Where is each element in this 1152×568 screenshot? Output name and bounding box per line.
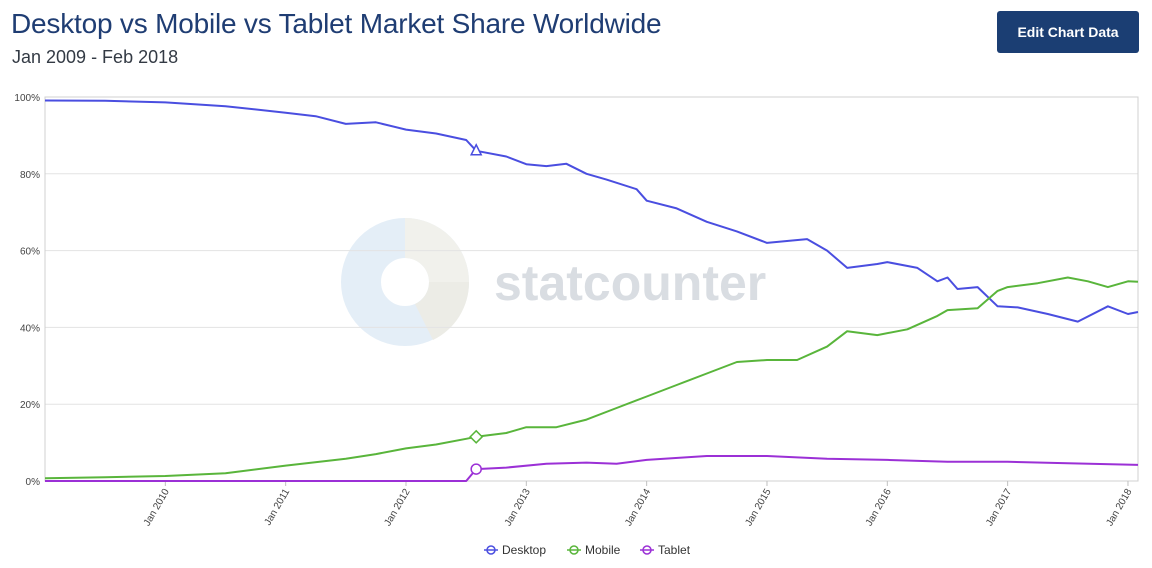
legend-label-tablet[interactable]: Tablet xyxy=(658,543,691,557)
x-tick-label: Jan 2016 xyxy=(864,487,894,529)
marker-tablet[interactable] xyxy=(470,463,482,475)
marker-desktop[interactable] xyxy=(469,143,483,156)
series-line-mobile xyxy=(44,276,1139,480)
chart-title: Desktop vs Mobile vs Tablet Market Share… xyxy=(11,8,662,39)
legend-label-mobile[interactable]: Mobile xyxy=(585,543,621,557)
marker-mobile[interactable] xyxy=(469,429,484,444)
plot-frame xyxy=(44,96,1139,482)
series-line-desktop xyxy=(44,99,1139,323)
y-tick-label: 60% xyxy=(20,247,40,258)
x-tick-label: Jan 2012 xyxy=(382,487,412,529)
y-tick-label: 80% xyxy=(20,170,40,181)
series-line-tablet xyxy=(45,455,1139,482)
x-tick-label: Jan 2017 xyxy=(984,487,1014,529)
y-tick-label: 100% xyxy=(14,93,40,104)
watermark-logo-segment xyxy=(405,218,469,282)
y-tick-label: 20% xyxy=(20,400,40,411)
x-tick-label: Jan 2013 xyxy=(503,487,533,529)
x-tick-label: Jan 2015 xyxy=(743,487,773,529)
chart-subtitle: Jan 2009 - Feb 2018 xyxy=(12,47,179,67)
y-tick-label: 40% xyxy=(20,323,40,334)
watermark-logo-segment xyxy=(415,282,470,340)
y-tick-label: 0% xyxy=(26,477,41,488)
legend-label-desktop[interactable]: Desktop xyxy=(502,543,546,557)
x-tick-label: Jan 2010 xyxy=(142,487,172,529)
x-tick-label: Jan 2011 xyxy=(263,487,293,528)
x-tick-label: Jan 2018 xyxy=(1104,487,1134,529)
x-tick-label: Jan 2014 xyxy=(623,487,653,529)
edit-chart-data-button[interactable]: Edit Chart Data xyxy=(997,11,1139,53)
watermark-text: statcounter xyxy=(494,255,766,311)
